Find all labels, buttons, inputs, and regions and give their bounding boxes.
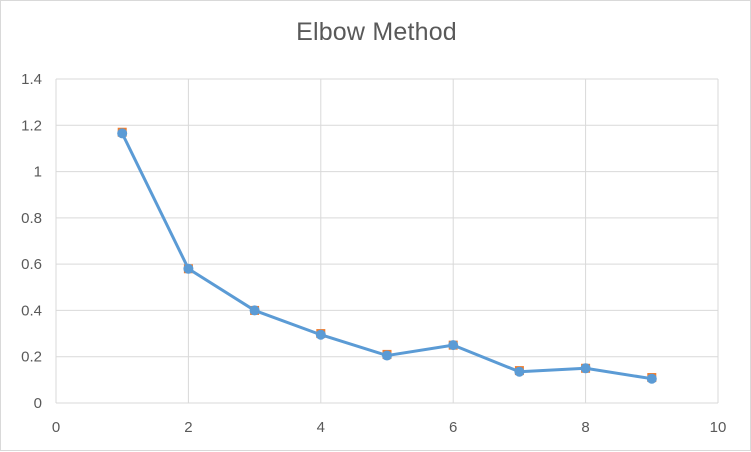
- data-point-circle: [315, 329, 326, 340]
- x-tick-label: 10: [710, 419, 727, 436]
- y-tick-label: 0.6: [21, 256, 42, 273]
- data-point-circle: [646, 373, 657, 384]
- x-tick-label: 8: [581, 419, 589, 436]
- x-tick-label: 4: [317, 419, 325, 436]
- x-tick-label: 6: [449, 419, 457, 436]
- y-tick-label: 1: [34, 164, 42, 181]
- y-tick-label: 1.4: [21, 71, 42, 88]
- y-tick-label: 0: [34, 395, 42, 412]
- data-point-circle: [448, 340, 459, 351]
- y-tick-label: 0.8: [21, 210, 42, 227]
- data-point-circle: [580, 363, 591, 374]
- x-tick-label: 0: [52, 419, 60, 436]
- y-tick-label: 0.4: [21, 302, 42, 319]
- chart-title: Elbow Method: [296, 18, 457, 46]
- data-point-circle: [117, 128, 128, 139]
- x-tick-label: 2: [184, 419, 192, 436]
- series-line: [120, 131, 654, 381]
- data-point-circle: [183, 263, 194, 274]
- data-point-circle: [382, 350, 392, 361]
- y-tick-label: 1.2: [21, 117, 42, 134]
- data-point-circle: [249, 305, 260, 316]
- y-tick-label: 0.2: [21, 349, 42, 366]
- data-point-circle: [514, 366, 525, 377]
